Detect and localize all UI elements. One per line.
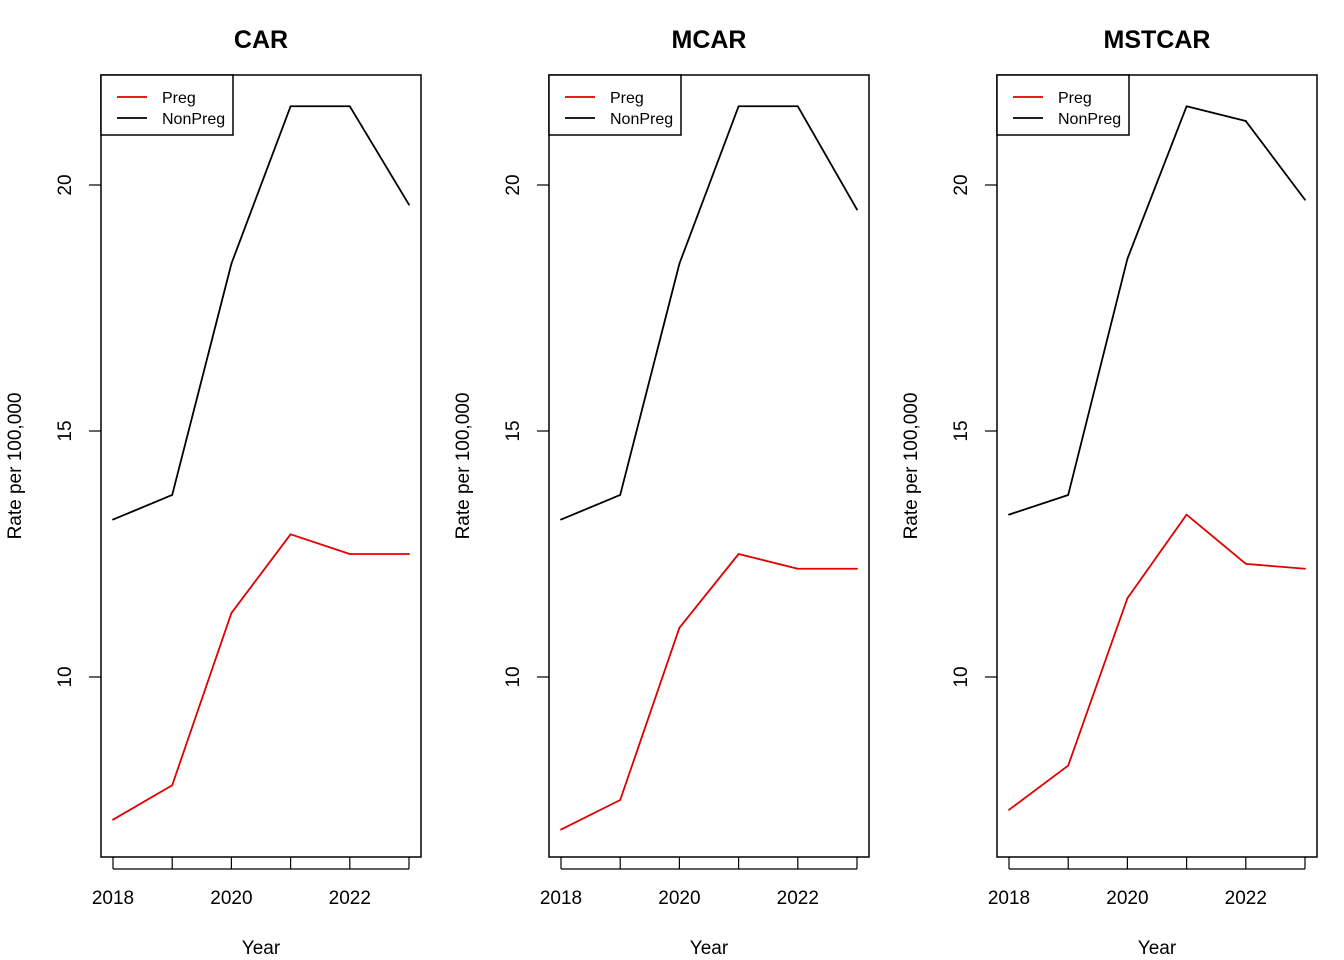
x-tick-label: 2018	[92, 888, 134, 909]
data-point	[289, 105, 292, 108]
data-point	[678, 626, 681, 629]
data-point	[737, 553, 740, 555]
x-tick-label: 2020	[210, 888, 252, 909]
data-point	[856, 208, 858, 211]
data-point	[408, 203, 410, 206]
data-point	[619, 494, 622, 496]
data-point	[1304, 567, 1306, 570]
legend-box	[996, 74, 1130, 136]
legend-box	[548, 74, 682, 136]
data-point	[1126, 257, 1129, 260]
legend-label: NonPreg	[610, 111, 673, 128]
y-axis-label: Rate per 100,000	[5, 393, 26, 540]
legend-label: Preg	[1058, 90, 1092, 107]
data-point	[1244, 120, 1247, 122]
data-point	[560, 828, 562, 831]
y-tick-label: 15	[503, 420, 524, 441]
series-line-nonpreg	[1008, 105, 1306, 516]
x-tick-label: 2022	[777, 888, 819, 909]
legend-label: NonPreg	[162, 111, 225, 128]
x-axis-label: Year	[1138, 938, 1177, 959]
x-tick-label: 2020	[1106, 888, 1148, 909]
series-line-preg	[1008, 513, 1306, 811]
x-tick-label: 2022	[1225, 888, 1267, 909]
y-tick-label: 20	[55, 174, 76, 195]
data-point	[289, 533, 292, 536]
data-point	[1008, 513, 1010, 516]
chart-title: MSTCAR	[1104, 26, 1211, 54]
data-point	[1185, 105, 1188, 108]
legend-label: NonPreg	[1058, 111, 1121, 128]
plot-frame	[100, 74, 422, 858]
x-axis-label: Year	[242, 938, 281, 959]
plot-frame	[548, 74, 870, 858]
x-axis-label: Year	[690, 938, 729, 959]
y-tick-label: 10	[55, 666, 76, 687]
data-point	[1126, 597, 1129, 600]
data-point	[1067, 494, 1070, 496]
x-tick-label: 2018	[988, 888, 1030, 909]
chart-panel-3: MSTCAR 2018 2020 2022 10 15 20 Year Rate per 100…	[901, 26, 1318, 959]
data-point	[737, 105, 740, 108]
data-point	[1185, 513, 1188, 516]
legend-label: Preg	[610, 90, 644, 107]
data-point	[796, 567, 799, 570]
chart-panel-1: CAR 2018 2020 2022 10 15 20 Year Rate per 100,00…	[5, 26, 422, 959]
x-tick-label: 2022	[329, 888, 371, 909]
data-point	[348, 553, 351, 555]
chart-title: CAR	[234, 26, 288, 54]
data-point	[348, 105, 351, 108]
data-point	[796, 105, 799, 108]
series-line-preg	[112, 533, 409, 821]
series-line-nonpreg	[560, 105, 858, 521]
data-point	[1244, 562, 1247, 565]
y-axis-label: Rate per 100,000	[453, 393, 474, 540]
y-tick-label: 10	[951, 666, 972, 687]
data-point	[619, 799, 622, 801]
data-point	[1304, 198, 1306, 201]
data-point	[230, 262, 233, 265]
legend-label: Preg	[162, 90, 196, 107]
data-point	[171, 784, 174, 787]
y-tick-label: 20	[951, 174, 972, 195]
data-point	[230, 612, 233, 614]
data-point	[560, 518, 562, 521]
data-point	[112, 518, 114, 521]
series-line-nonpreg	[112, 105, 410, 521]
x-tick-label: 2020	[658, 888, 700, 909]
data-point	[112, 818, 114, 821]
series-line-preg	[560, 553, 857, 831]
y-tick-label: 10	[503, 666, 524, 687]
data-point	[1067, 764, 1070, 767]
plot-frame	[996, 74, 1318, 858]
data-point	[171, 494, 174, 496]
y-axis-label: Rate per 100,000	[901, 393, 922, 540]
y-tick-label: 15	[55, 420, 76, 441]
data-point	[408, 553, 410, 555]
data-point	[1008, 808, 1010, 811]
data-point	[856, 567, 858, 570]
x-tick-label: 2018	[540, 888, 582, 909]
chart-title: MCAR	[672, 26, 747, 54]
data-point	[678, 262, 681, 265]
y-tick-label: 15	[951, 420, 972, 441]
legend-box	[100, 74, 234, 136]
y-tick-label: 20	[503, 174, 524, 195]
chart-panel-2: MCAR 2018 2020 2022 10 15 20 Year Rate per 100,0…	[453, 26, 870, 959]
